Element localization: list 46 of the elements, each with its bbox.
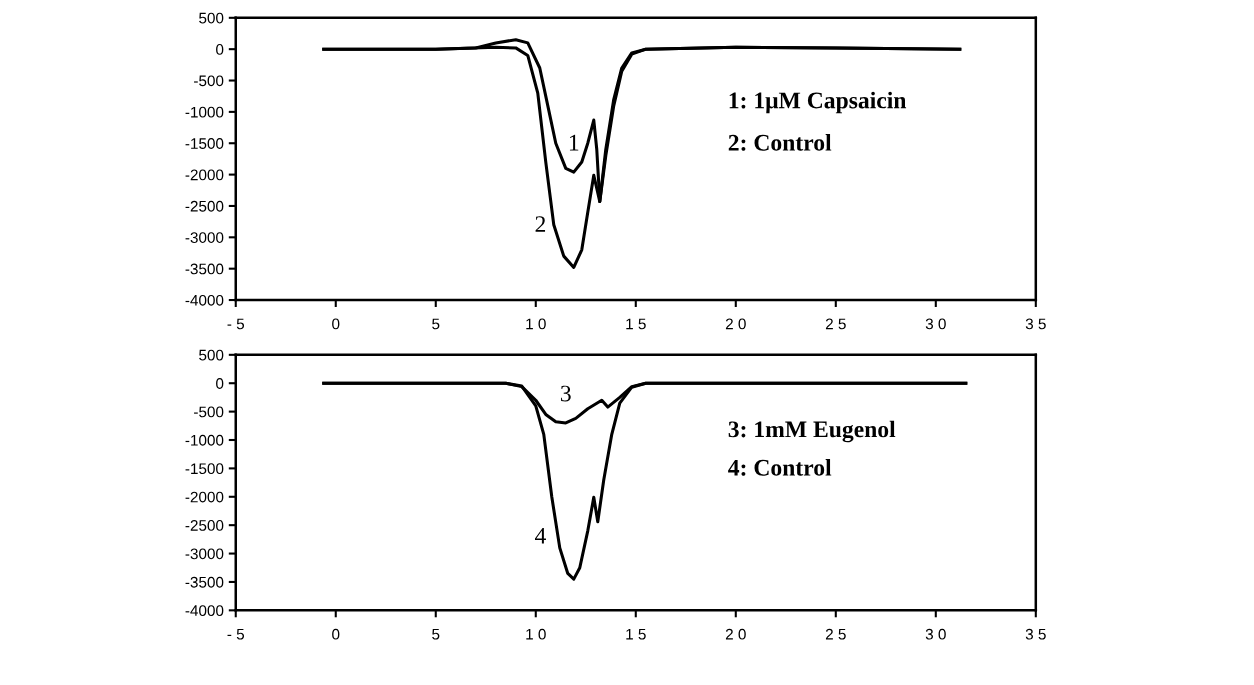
annotation: 4: Control <box>728 459 832 476</box>
y-tick-label: -3000 <box>185 232 224 243</box>
y-tick-label: -2000 <box>185 169 224 181</box>
y-tick-label: 500 <box>199 349 224 361</box>
series-label: 4 <box>535 527 546 544</box>
x-tick-label: 1 5 <box>626 628 646 640</box>
x-tick-label: 1 0 <box>526 318 546 330</box>
series-label: 3 <box>561 385 571 402</box>
x-tick-label: 2 0 <box>725 628 746 640</box>
annotation: 2: Control <box>728 134 832 151</box>
y-tick-label: -4000 <box>185 605 224 617</box>
x-tick-label: 2 5 <box>825 628 846 640</box>
annotation: 3: 1mM Eugenol <box>728 420 896 443</box>
y-tick-label: 500 <box>199 12 224 24</box>
annotation: 1: 1μM Capsaicin <box>729 91 907 114</box>
y-tick-label: -500 <box>194 75 224 87</box>
x-tick-label: 3 5 <box>1025 318 1046 330</box>
x-tick-label: 3 0 <box>925 318 946 330</box>
x-tick-label: 2 0 <box>725 318 746 330</box>
y-tick-label: -2500 <box>185 200 224 212</box>
x-tick-label: 1 0 <box>526 628 546 640</box>
y-tick-label: -4000 <box>185 294 224 306</box>
y-tick-label: -3500 <box>185 576 224 588</box>
y-tick-label: -500 <box>194 406 224 418</box>
y-tick-label: -1500 <box>185 463 224 475</box>
x-tick-label: 5 <box>432 318 440 330</box>
y-tick-label: -2000 <box>185 491 224 503</box>
x-tick-label: 5 <box>432 628 440 640</box>
y-tick-label: -3000 <box>185 548 224 560</box>
y-tick-label: -2500 <box>185 520 224 531</box>
series-label: 1 <box>569 134 579 151</box>
x-tick-label: - 5 <box>227 628 245 640</box>
x-tick-label: 0 <box>332 628 340 640</box>
x-tick-label: 3 5 <box>1025 628 1046 640</box>
y-tick-label: -1000 <box>185 434 224 446</box>
x-tick-label: 2 5 <box>825 318 846 330</box>
y-tick-label: 0 <box>216 44 224 55</box>
x-tick-label: 3 0 <box>925 628 946 640</box>
y-tick-label: -1500 <box>185 138 224 149</box>
x-tick-label: 0 <box>332 318 340 330</box>
x-tick-label: - 5 <box>227 318 245 330</box>
y-tick-label: -1000 <box>185 106 224 118</box>
y-tick-label: 0 <box>216 378 224 389</box>
x-tick-label: 1 5 <box>626 318 646 330</box>
series-label: 2 <box>535 216 546 232</box>
y-tick-label: -3500 <box>185 263 224 275</box>
